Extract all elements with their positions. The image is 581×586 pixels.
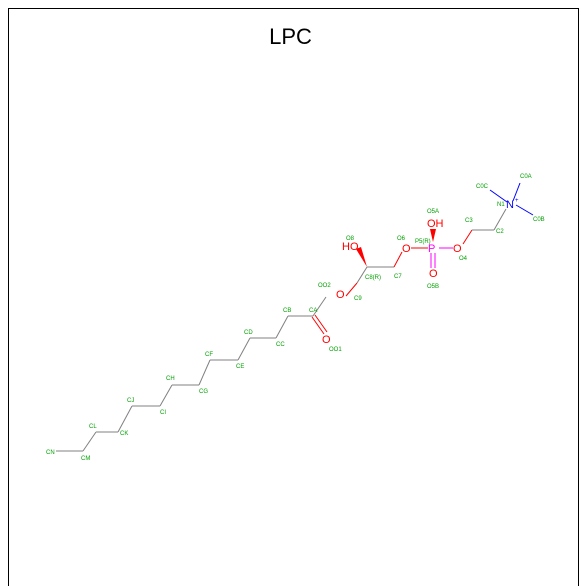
carbon-chain-bonds <box>56 315 313 452</box>
bond-n1-c0c <box>489 189 508 203</box>
atom-label-c2: C2 <box>496 229 504 235</box>
bond-c9-c8 <box>356 266 368 284</box>
bond-ck-cj <box>117 405 133 433</box>
atom-label-c7: C7 <box>394 274 402 280</box>
atom-label-ci: CI <box>160 410 166 416</box>
atom-label-ch: CH <box>166 376 175 382</box>
atom-label-cd: CD <box>244 330 253 336</box>
atom-label-cm: CM <box>81 456 90 462</box>
phosphorus-p5: P <box>428 243 435 255</box>
oxygen-oo2: O <box>336 289 345 301</box>
bond-oo2-c9 <box>345 282 358 297</box>
oxygen-o5b: O <box>429 268 438 280</box>
atom-label-cn: CN <box>46 450 55 456</box>
bond-n1-c0b <box>515 204 534 216</box>
bond-n1-c0a <box>512 182 521 202</box>
atom-label-o5a: O5A <box>427 209 439 215</box>
hydroxyl-o5a: OH <box>427 218 444 230</box>
atom-label-n1: N1 <box>497 202 505 208</box>
bond-o4-c3 <box>462 229 473 245</box>
bond-ca-oo1-b <box>314 314 328 333</box>
wedge-p-o5a <box>430 229 436 242</box>
atom-label-cl: CL <box>89 424 97 430</box>
bond-c7-o6 <box>393 251 403 268</box>
atom-label-cb: CB <box>283 308 291 314</box>
atom-label-ck: CK <box>120 431 128 437</box>
atom-label-c8r: C8(R) <box>365 275 381 281</box>
atom-label-cc: CC <box>276 342 285 348</box>
nitrogen-charge: + <box>515 198 519 204</box>
atom-label-o6: O6 <box>397 236 406 242</box>
element-symbols: O O HO O P OH O O N + <box>322 198 519 346</box>
bond-cg-cf <box>198 359 211 386</box>
atom-label-oo1: OO1 <box>329 347 342 353</box>
figure-frame <box>8 8 579 586</box>
figure-title: LPC <box>269 24 312 49</box>
bond-cm-cl <box>82 431 97 452</box>
atom-label-c0b: C0B <box>533 217 545 223</box>
nitrogen-n1: N <box>506 199 514 211</box>
phosphate-bonds <box>411 229 473 268</box>
bond-ce-cd <box>237 337 251 361</box>
atom-label-c3: C3 <box>465 218 473 224</box>
atom-labels: CN CM CL CK CJ CI CH CG CF CE CD CC CB C… <box>46 174 545 462</box>
oxygen-oo1: O <box>322 334 331 346</box>
atom-label-cf: CF <box>205 352 213 358</box>
atom-label-ce: CE <box>236 364 244 370</box>
oxygen-o4: O <box>453 243 462 255</box>
hydroxyl-o8: HO <box>342 241 359 253</box>
atom-label-ca: CA <box>309 308 317 314</box>
atom-label-o8: O8 <box>346 236 355 242</box>
bond-cc-cb <box>275 315 289 339</box>
atom-label-p5r: P5(R) <box>415 239 431 245</box>
atom-label-oo2: OO2 <box>318 283 331 289</box>
atom-label-o4: O4 <box>459 256 468 262</box>
atom-label-c9: C9 <box>354 296 362 302</box>
atom-label-c0c: C0C <box>476 184 489 190</box>
atom-label-c0a: C0A <box>520 174 532 180</box>
bond-ca-oo1-a <box>311 316 325 335</box>
bond-c2-n1 <box>493 208 507 231</box>
atom-label-cg: CG <box>199 389 208 395</box>
glycerol-bonds <box>311 247 403 335</box>
atom-label-o5b: O5B <box>427 284 439 290</box>
oxygen-o6: O <box>402 243 411 255</box>
wedge-c8-o8 <box>356 247 367 267</box>
atom-label-cj: CJ <box>127 398 134 404</box>
choline-bonds <box>472 182 534 231</box>
bond-ci-ch <box>159 384 173 407</box>
bond-ca-oo2 <box>312 296 327 317</box>
